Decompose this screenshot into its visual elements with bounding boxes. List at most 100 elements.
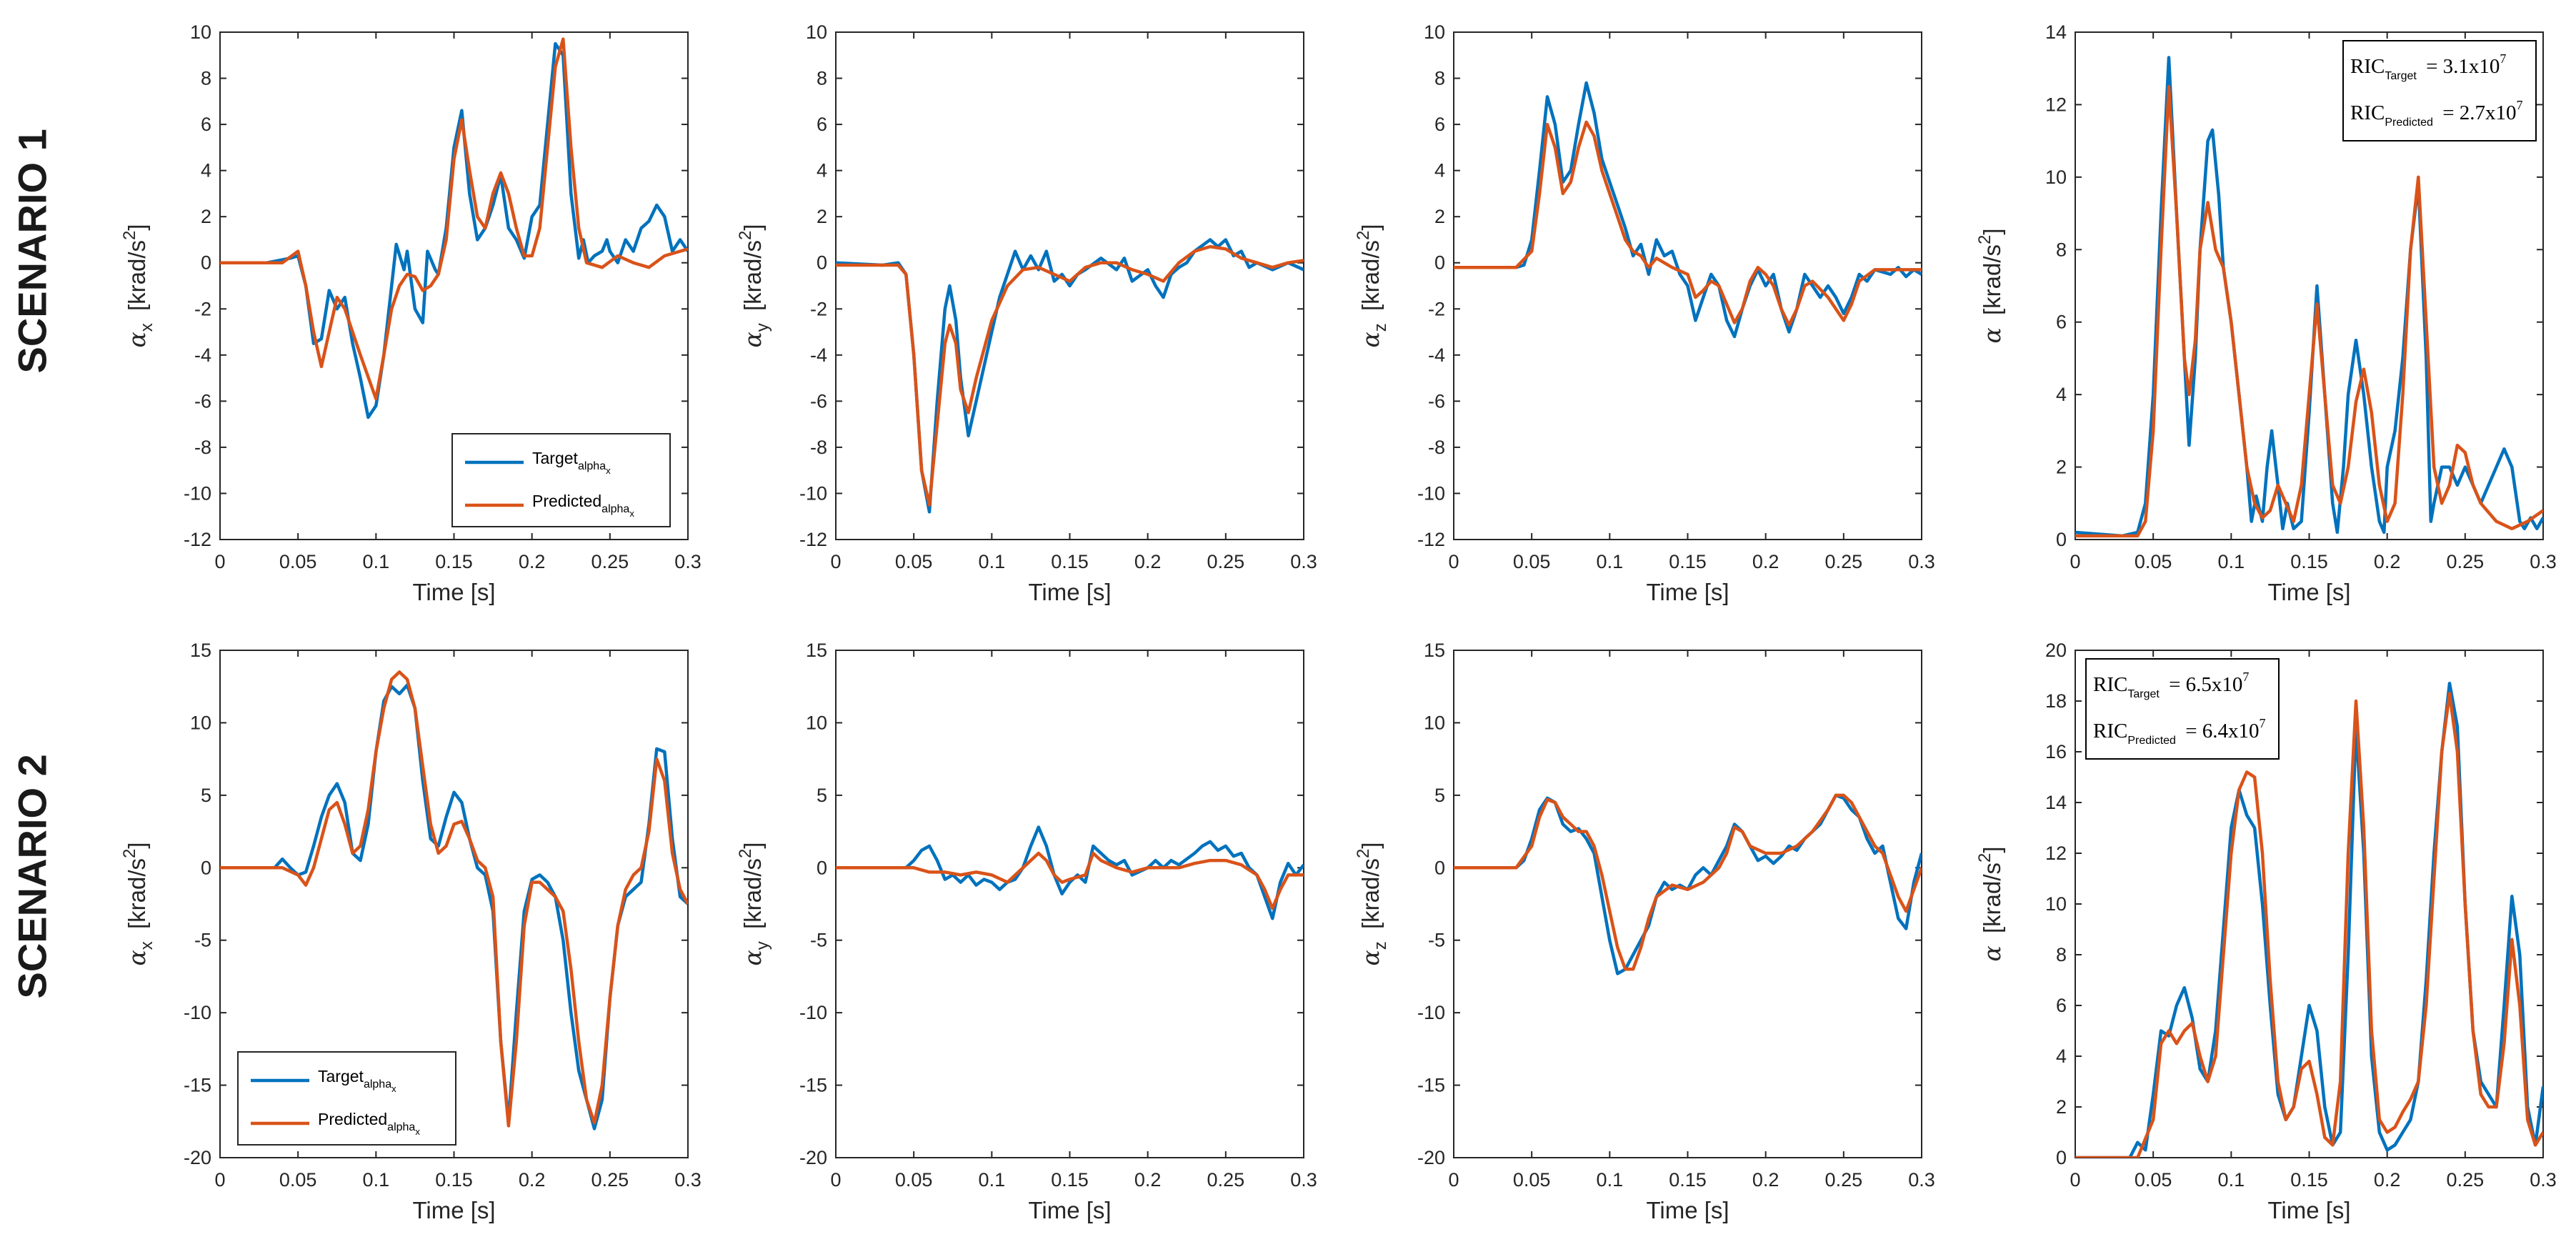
x-tick-label: 0 — [1448, 551, 1459, 572]
x-tick-label: 0.3 — [2530, 551, 2557, 572]
y-tick-label: 0 — [817, 857, 827, 878]
x-tick-label: 0.15 — [2290, 1169, 2328, 1191]
chart-s1mag: 0 0.05 0.1 0.15 0.2 0.25 0.3 0 2 4 6 8 10 12 14 Time [s… — [1975, 21, 2557, 605]
y-tick-label: -10 — [184, 1002, 211, 1023]
y-tick-label: -8 — [1428, 437, 1445, 458]
y-tick-label: 0 — [201, 252, 211, 274]
y-axis-label: αx [krad/s2] — [120, 842, 156, 965]
x-tick-label: 0.1 — [1597, 551, 1624, 572]
x-tick-label: 0.1 — [979, 551, 1006, 572]
y-tick-label: 2 — [201, 206, 211, 227]
series-group — [836, 825, 1304, 920]
ric-box: RICTarget = 6.5x107 RICPredicted = 6.4x10… — [2085, 658, 2280, 760]
x-tick-label: 0.1 — [1597, 1169, 1624, 1191]
y-tick-label: 10 — [2045, 893, 2067, 915]
y-tick-label: 0 — [817, 252, 827, 274]
plot-area — [835, 650, 1304, 1158]
y-tick-label: -6 — [810, 390, 827, 412]
x-tick-label: 0.25 — [1825, 1169, 1863, 1191]
x-axis-label: Time [s] — [412, 579, 495, 605]
ric-box: RICTarget = 3.1x107 RICPredicted = 2.7x10… — [2342, 40, 2537, 141]
series-group — [2075, 681, 2543, 1158]
x-tick-label: 0.05 — [279, 1169, 317, 1191]
y-tick-label: 15 — [1424, 640, 1445, 661]
series-line-predicted — [1454, 120, 1922, 327]
y-axis-label: αx [krad/s2] — [120, 224, 156, 347]
y-tick-label: -20 — [799, 1147, 827, 1168]
y-tick-label: -5 — [810, 930, 827, 951]
y-tick-label: 15 — [190, 640, 211, 661]
series-line-predicted — [2075, 84, 2543, 538]
series-line-predicted — [836, 851, 1304, 910]
x-axis-label: Time [s] — [412, 1197, 495, 1223]
x-tick-label: 0.15 — [1051, 551, 1089, 572]
y-tick-label: -20 — [1417, 1147, 1445, 1168]
y-tick-label: -6 — [1428, 390, 1445, 412]
y-tick-label: -15 — [1417, 1075, 1445, 1096]
series-line-predicted — [2075, 692, 2543, 1158]
x-tick-label: 0.25 — [1825, 551, 1863, 572]
y-tick-label: 4 — [201, 160, 211, 182]
x-tick-label: 0.1 — [363, 551, 390, 572]
series-group — [836, 238, 1304, 514]
y-tick-label: 6 — [2056, 995, 2067, 1016]
x-tick-label: 0.15 — [435, 1169, 473, 1191]
y-tick-label: 0 — [1434, 252, 1445, 274]
x-tick-label: 0.05 — [279, 551, 317, 572]
x-tick-label: 0.25 — [591, 1169, 629, 1191]
y-tick-label: 5 — [1434, 785, 1445, 806]
chart-s2mag: 0 0.05 0.1 0.15 0.2 0.25 0.3 0 2 4 6 8 10 12 14 16 18 20 T… — [1975, 640, 2557, 1223]
x-tick-label: 0.2 — [1134, 1169, 1162, 1191]
y-tick-label: 6 — [1434, 114, 1445, 135]
x-tick-label: 0.3 — [674, 551, 702, 572]
ric-line: RICPredicted = 2.7x107 — [2350, 98, 2523, 129]
y-tick-label: -20 — [184, 1147, 211, 1168]
y-tick-label: -10 — [184, 482, 211, 504]
x-tick-label: 0.2 — [1752, 1169, 1779, 1191]
x-axis-label: Time [s] — [1028, 579, 1111, 605]
y-tick-label: 12 — [2045, 94, 2067, 115]
x-tick-label: 0.15 — [2290, 551, 2328, 572]
y-axis-label: α [krad/s2] — [1975, 228, 2006, 343]
x-axis-label: Time [s] — [1646, 579, 1729, 605]
series-group — [220, 670, 688, 1131]
series-group — [220, 37, 688, 419]
x-tick-label: 0.25 — [2447, 551, 2485, 572]
legend: Targetalphax Predictedalphax — [451, 433, 671, 527]
chart-s1z: 0 0.05 0.1 0.15 0.2 0.25 0.3 -12 -10 -8 -6 -4 -2 0 2 4 6… — [1354, 21, 1935, 605]
x-tick-label: 0 — [830, 551, 841, 572]
series-group — [2075, 56, 2543, 538]
y-tick-label: 10 — [806, 21, 827, 43]
y-tick-label: 10 — [2045, 167, 2067, 188]
y-tick-label: -6 — [194, 390, 211, 412]
y-tick-label: 6 — [2056, 312, 2067, 333]
y-tick-label: 10 — [1424, 712, 1445, 733]
y-tick-label: 8 — [201, 68, 211, 89]
y-tick-label: 10 — [806, 712, 827, 733]
legend-label-target: Targetalphax — [318, 1067, 396, 1094]
chart-s1y: 0 0.05 0.1 0.15 0.2 0.25 0.3 -12 -10 -8 -6 -4 -2 0 2 4 6… — [736, 21, 1317, 605]
y-tick-label: 0 — [2056, 1147, 2067, 1168]
y-tick-label: 10 — [190, 21, 211, 43]
x-tick-label: 0.3 — [1908, 1169, 1935, 1191]
y-axis-label: αz [krad/s2] — [1354, 842, 1390, 965]
legend-label-predicted: Predictedalphax — [318, 1110, 420, 1137]
y-tick-label: -10 — [799, 482, 827, 504]
y-tick-label: 0 — [1434, 857, 1445, 878]
y-tick-label: 0 — [201, 857, 211, 878]
x-tick-label: 0 — [2070, 1169, 2080, 1191]
x-tick-label: 0.1 — [2218, 551, 2245, 572]
x-tick-label: 0.25 — [591, 551, 629, 572]
x-tick-label: 0 — [2070, 551, 2080, 572]
legend-box — [451, 433, 671, 527]
x-tick-label: 0.3 — [2530, 1169, 2557, 1191]
series-line-predicted — [1454, 793, 1922, 971]
y-axis-label: αy [krad/s2] — [736, 842, 772, 965]
series-line-predicted — [220, 37, 688, 401]
y-tick-label: 18 — [2045, 690, 2067, 712]
y-tick-label: -12 — [1417, 529, 1445, 550]
x-tick-label: 0.25 — [2447, 1169, 2485, 1191]
y-tick-label: 2 — [2056, 1096, 2067, 1118]
x-tick-label: 0.2 — [1134, 551, 1162, 572]
